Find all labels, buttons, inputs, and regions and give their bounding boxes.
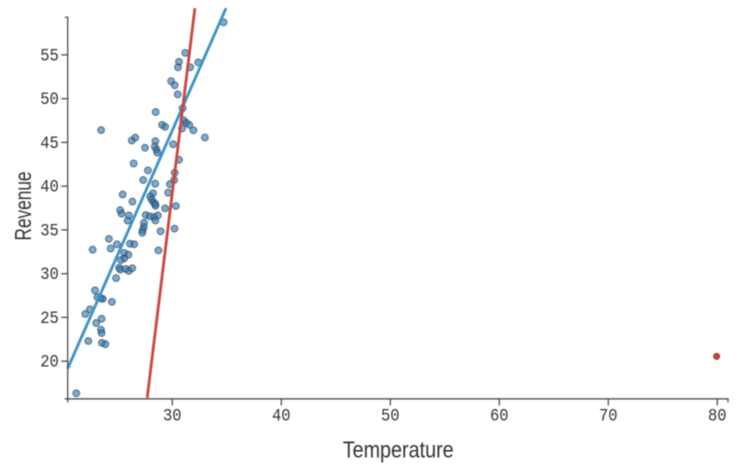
- svg-text:35: 35: [40, 222, 59, 241]
- svg-text:Revenue: Revenue: [10, 172, 36, 241]
- svg-text:80: 80: [708, 408, 727, 427]
- svg-text:25: 25: [40, 310, 59, 329]
- svg-text:30: 30: [40, 266, 59, 285]
- svg-text:50: 50: [381, 408, 400, 427]
- svg-text:20: 20: [40, 354, 59, 373]
- svg-text:40: 40: [272, 408, 291, 427]
- svg-text:Temperature: Temperature: [343, 437, 454, 463]
- svg-text:50: 50: [40, 91, 59, 110]
- svg-text:60: 60: [490, 408, 509, 427]
- svg-text:30: 30: [163, 408, 182, 427]
- svg-text:40: 40: [40, 179, 59, 198]
- svg-text:55: 55: [40, 47, 59, 66]
- svg-text:70: 70: [599, 408, 618, 427]
- svg-text:45: 45: [40, 135, 59, 154]
